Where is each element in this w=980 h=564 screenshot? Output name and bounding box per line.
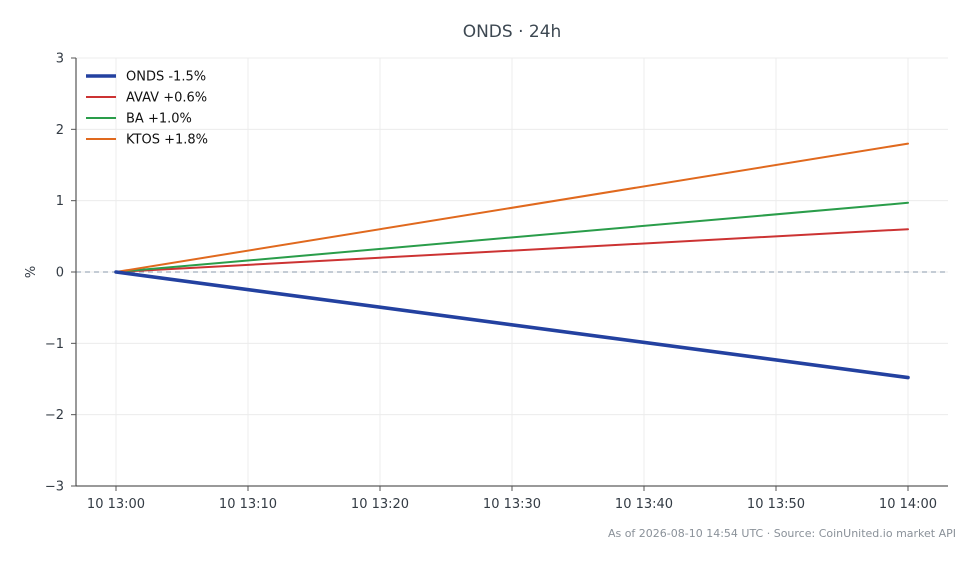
x-tick-label: 10 13:30 xyxy=(483,497,541,512)
x-tick-label: 10 13:40 xyxy=(615,497,673,512)
x-tick-label: 10 13:10 xyxy=(219,497,277,512)
y-tick-label: −1 xyxy=(45,337,64,352)
series-line-ktos xyxy=(115,142,909,273)
legend-label-ktos: KTOS +1.8% xyxy=(126,133,208,148)
y-axis-ticks: 3 2 1 0 −1 −2 −3 xyxy=(45,52,76,495)
y-tick-label: −2 xyxy=(45,408,64,423)
legend-label-ba: BA +1.0% xyxy=(126,112,192,127)
legend: ONDS -1.5% AVAV +0.6% BA +1.0% KTOS +1.8% xyxy=(86,70,208,148)
legend-label-avav: AVAV +0.6% xyxy=(126,91,207,106)
x-tick-label: 10 13:00 xyxy=(87,497,145,512)
legend-label-onds: ONDS -1.5% xyxy=(126,70,206,85)
chart-title: ONDS · 24h xyxy=(463,22,562,42)
y-tick-label: 2 xyxy=(56,123,64,138)
series-line-avav xyxy=(115,228,909,273)
x-tick-label: 10 13:50 xyxy=(747,497,805,512)
x-axis-ticks: 10 13:00 10 13:10 10 13:20 10 13:30 10 13:40… xyxy=(87,486,937,512)
source-footer: As of 2026-08-10 14:54 UTC · Source: Coi… xyxy=(608,527,956,540)
y-tick-label: −3 xyxy=(45,480,64,495)
series-line-onds xyxy=(114,270,910,380)
x-tick-label: 10 13:20 xyxy=(351,497,409,512)
series-line-ba xyxy=(115,201,909,273)
y-tick-label: 3 xyxy=(56,52,64,67)
y-axis-label: % xyxy=(24,266,39,278)
x-tick-label: 10 14:00 xyxy=(879,497,937,512)
y-tick-label: 0 xyxy=(56,266,64,281)
series-lines xyxy=(114,142,910,380)
y-tick-label: 1 xyxy=(56,194,64,209)
